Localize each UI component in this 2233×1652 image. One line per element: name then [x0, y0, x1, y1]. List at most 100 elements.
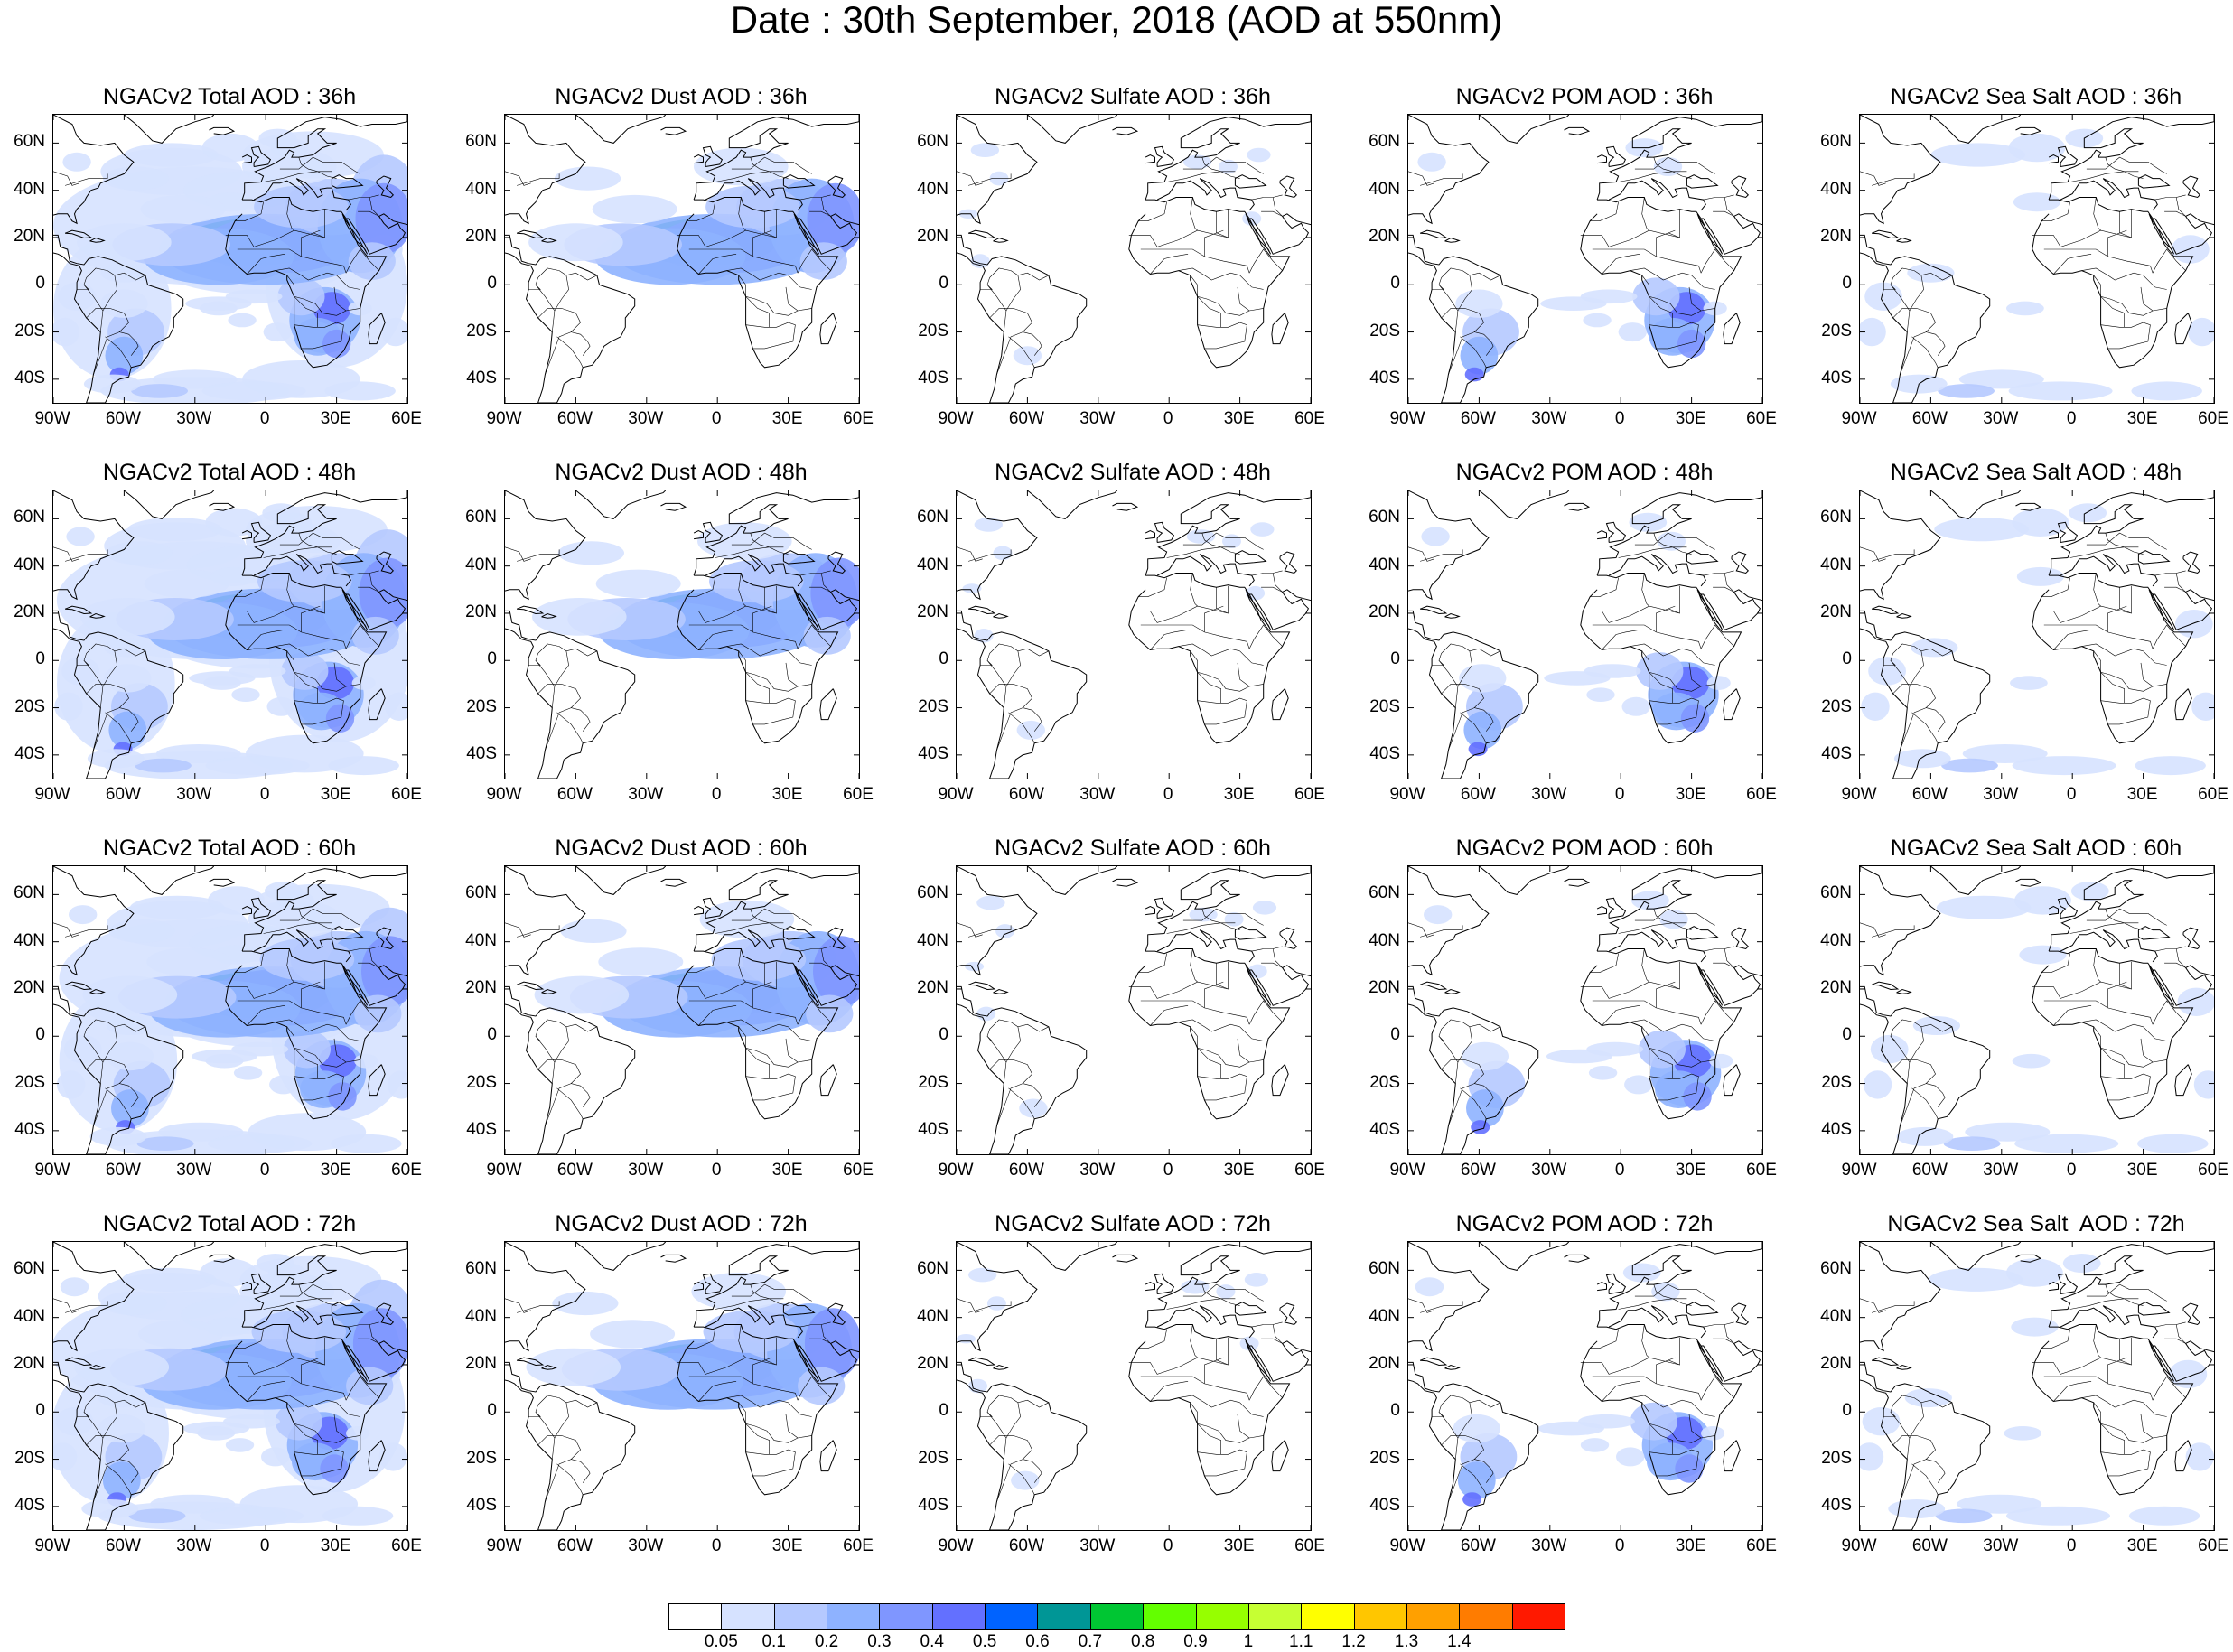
- lat-tick-label: 40N: [465, 930, 497, 950]
- coastline-med: [1156, 1305, 1255, 1339]
- sulfate-aerosol-field-2: [1182, 154, 1212, 170]
- coastline-middleEast: [798, 589, 859, 630]
- seasalt-aerosol-field-11: [2004, 1426, 2042, 1441]
- country-border-16: [369, 197, 379, 217]
- lon-tick-label: 0: [259, 1161, 270, 1180]
- coastline-madagascar: [819, 313, 837, 345]
- coastline-blackSea: [1234, 926, 1267, 940]
- country-border-7: [2140, 1038, 2154, 1063]
- coastline-redSea: [341, 965, 369, 1006]
- lon-tick-label: 90W: [1389, 409, 1425, 428]
- pom-aerosol-field-4: [1680, 704, 1710, 733]
- country-border-23: [535, 1395, 598, 1460]
- panel-title: NGACv2 Dust AOD : 72h: [555, 1211, 808, 1237]
- country-border-24: [119, 1083, 139, 1107]
- coastline-europe: [1596, 490, 1762, 576]
- aod-map: [53, 490, 407, 779]
- country-border-16: [369, 948, 379, 968]
- country-border-15: [1261, 962, 1283, 968]
- lat-tick-label: 60N: [917, 132, 948, 152]
- coastline-cuba: [967, 1357, 996, 1367]
- lon-tick-label: 0: [1614, 1536, 1625, 1555]
- coastline-cuba: [516, 229, 545, 239]
- country-border-13: [752, 1357, 772, 1384]
- country-border-25: [1909, 275, 1924, 312]
- country-border-5: [745, 1073, 796, 1101]
- country-border-12: [1590, 201, 1619, 221]
- coastline-greenland: [1930, 115, 2022, 144]
- pom-aerosol-field-7: [1471, 1120, 1490, 1134]
- country-border-25: [1005, 1026, 1021, 1063]
- coastline-cuba: [1871, 605, 1900, 615]
- seasalt-aerosol-field-6: [2135, 756, 2206, 776]
- dust-aerosol-field-14: [804, 1308, 859, 1379]
- lon-tick-label: 0: [711, 409, 722, 428]
- country-border-28: [1408, 171, 1434, 186]
- country-border-23: [1438, 1019, 1501, 1084]
- country-border-19: [750, 909, 789, 930]
- country-border-15: [358, 962, 379, 968]
- coastline-caspian: [1279, 1302, 1298, 1326]
- coastline-ireland: [1145, 529, 1155, 540]
- country-border-14: [2154, 946, 2186, 952]
- seasalt-aerosol-field-4: [2014, 1134, 2119, 1153]
- country-border-2: [698, 630, 737, 650]
- coastline-europe: [241, 1242, 407, 1328]
- country-border-22: [105, 1463, 132, 1495]
- coastlines: [505, 490, 859, 779]
- pom-aerosol-field-13: [1421, 527, 1450, 546]
- country-border-11: [1190, 948, 1198, 983]
- country-border-7: [333, 1414, 347, 1439]
- coastline-southAmerica: [1860, 234, 1991, 403]
- country-border-1: [237, 1376, 347, 1401]
- country-border-3: [2081, 1019, 2144, 1032]
- coastline-caspian: [376, 551, 395, 574]
- country-border-5: [745, 1449, 796, 1477]
- country-border-23: [1890, 1395, 1953, 1460]
- pom-aerosol-field-3: [1632, 277, 1680, 316]
- country-border-1: [1140, 624, 1250, 649]
- coastline-redSea: [1696, 1340, 1724, 1382]
- country-border-22: [556, 712, 584, 743]
- country-border-20: [792, 913, 812, 926]
- lat-tick-label: 20N: [465, 1353, 497, 1373]
- total-pom-aerosol-field-13: [60, 1277, 89, 1297]
- country-border-21: [86, 1435, 129, 1502]
- coastline-greenland: [575, 1242, 667, 1271]
- country-border-22: [105, 1087, 132, 1119]
- coastline-greenland: [1027, 490, 1118, 519]
- coastline-blackSea: [2137, 174, 2171, 189]
- total-ss-aerosol-field-9: [63, 1034, 102, 1064]
- map-frame: [504, 490, 860, 779]
- colorbar-tick-label: 0.9: [1183, 1632, 1208, 1651]
- seasalt-aerosol-field-11: [2006, 301, 2044, 316]
- country-border-28: [1860, 922, 1886, 938]
- coastline-northAmerica: [53, 866, 135, 976]
- coastline-europe: [1145, 866, 1311, 952]
- country-border-21: [1441, 308, 1484, 375]
- country-border-5: [745, 697, 796, 725]
- country-border-23: [986, 1019, 1050, 1084]
- coastline-southAmerica: [1860, 1361, 1991, 1530]
- country-border-9: [345, 1376, 379, 1401]
- coastline-cuba: [967, 229, 996, 239]
- country-border-16: [2175, 1324, 2186, 1344]
- coastline-redSea: [793, 1340, 820, 1382]
- country-border-23: [83, 1395, 146, 1460]
- total-pom-aerosol-field-6: [108, 711, 147, 750]
- coastline-europe: [1145, 490, 1311, 576]
- lon-tick-label: 30E: [771, 1161, 803, 1180]
- seasalt-aerosol-field-0: [1934, 518, 2029, 542]
- country-border-19: [1653, 909, 1692, 930]
- seasalt-aerosol-field-11: [2012, 1053, 2051, 1069]
- country-border-15: [1713, 586, 1734, 593]
- country-border-1: [2043, 1000, 2154, 1025]
- pom-aerosol-field-6: [1466, 1089, 1504, 1127]
- coastline-europe: [1145, 115, 1311, 201]
- coastline-southAmerica: [1408, 1361, 1539, 1530]
- total-dust-aerosol-field-18: [102, 166, 170, 191]
- country-border-17: [1618, 546, 1687, 558]
- country-border-4: [1641, 275, 1715, 316]
- map-frame: [956, 114, 1312, 404]
- map-frame: [1859, 490, 2215, 779]
